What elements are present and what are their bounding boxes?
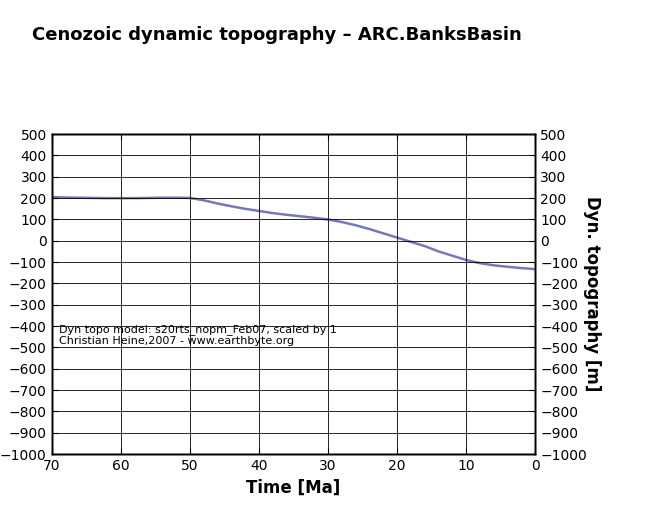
Y-axis label: Dyn. topography [m]: Dyn. topography [m]: [583, 197, 601, 392]
X-axis label: Time [Ma]: Time [Ma]: [246, 478, 341, 496]
Text: Dyn topo model: s20rts_nopm_Feb07, scaled by 1
Christian Heine,2007 - www.earthb: Dyn topo model: s20rts_nopm_Feb07, scale…: [59, 324, 337, 346]
Text: Cenozoic dynamic topography – ARC.BanksBasin: Cenozoic dynamic topography – ARC.BanksB…: [32, 26, 522, 44]
